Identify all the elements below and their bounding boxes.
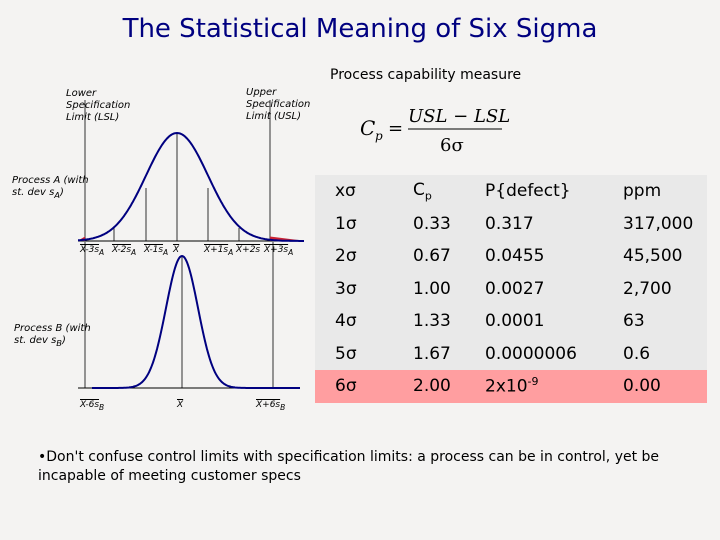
- process-a-label-sub: A: [54, 190, 60, 200]
- process-a-curve: [78, 131, 304, 242]
- header-cell: Cp: [393, 175, 465, 208]
- process-a-label-text: Process A (with st. dev s: [12, 175, 89, 198]
- usl-label: Upper Specification Limit (USL): [246, 87, 311, 122]
- sigma-table: xσ Cp P{defect} ppm 1σ 0.33 0.317 317,00…: [315, 175, 707, 403]
- process-b-label-sub: B: [56, 338, 63, 348]
- process-b-label: Process B (with st. dev sB): [14, 323, 91, 348]
- table-cell: 2,700: [603, 272, 707, 305]
- process-a-tick: X-3sA: [80, 245, 105, 257]
- process-a-tick: X+3sA: [264, 245, 294, 257]
- table-cell: 0.0455: [465, 240, 603, 273]
- table-cell: 0.00: [603, 370, 707, 403]
- cp-formula: C p = USL − LSL 6σ: [360, 106, 510, 156]
- table-cell: 0.0001: [465, 305, 603, 338]
- table-cell: 2x10-9: [465, 370, 603, 403]
- process-b-lines: [84, 242, 274, 388]
- table-cell: 4σ: [315, 305, 393, 338]
- formula-denominator: 6σ: [440, 135, 464, 156]
- process-b-curve: [92, 254, 300, 389]
- process-a-label: Process A (with st. dev sA): [12, 175, 89, 200]
- table-cell: 63: [603, 305, 707, 338]
- table-header-row: xσ Cp P{defect} ppm: [315, 175, 707, 208]
- table-cell: 1.33: [393, 305, 465, 338]
- table-cell: 6σ: [315, 370, 393, 403]
- process-a-tick: X-1sA: [144, 245, 169, 257]
- table-cell: 5σ: [315, 337, 393, 370]
- table-cell: 2.00: [393, 370, 465, 403]
- lsl-label: Lower Specification Limit (LSL): [66, 88, 131, 123]
- table-row: 4σ 1.33 0.0001 63: [315, 305, 707, 338]
- header-cell: P{defect}: [465, 175, 603, 208]
- process-a-tick: X: [173, 245, 180, 255]
- table-cell: 0.0000006: [465, 337, 603, 370]
- table-cell: 1σ: [315, 207, 393, 240]
- process-b-tick: X: [177, 400, 184, 410]
- header-cell: ppm: [603, 175, 707, 208]
- process-b-tick: X+6sB: [256, 400, 286, 412]
- process-a-sigma-lines: [84, 100, 271, 241]
- capability-heading: Process capability measure: [330, 67, 522, 83]
- table-row-highlighted: 6σ 2.00 2x10-9 0.00: [315, 370, 707, 403]
- process-a-tick: X+2s: [236, 245, 261, 255]
- table-row: 5σ 1.67 0.0000006 0.6: [315, 337, 707, 370]
- formula-numerator: USL − LSL: [408, 106, 510, 127]
- process-a-tick: X-2sA: [112, 245, 137, 257]
- formula-lhs: C: [360, 116, 375, 140]
- table-cell: 3σ: [315, 272, 393, 305]
- table-cell: 0.317: [465, 207, 603, 240]
- table-cell: 0.0027: [465, 272, 603, 305]
- page-title: The Statistical Meaning of Six Sigma: [122, 14, 598, 44]
- table-cell: 1.00: [393, 272, 465, 305]
- process-a-tick: X+1sA: [204, 245, 234, 257]
- table-cell: 0.6: [603, 337, 707, 370]
- table-row: 1σ 0.33 0.317 317,000: [315, 207, 707, 240]
- table-cell: 0.33: [393, 207, 465, 240]
- table-cell: 2σ: [315, 240, 393, 273]
- footnote: •Don't confuse control limits with speci…: [38, 449, 660, 484]
- header-cell: xσ: [315, 175, 393, 208]
- table-cell: 45,500: [603, 240, 707, 273]
- table-cell: 0.67: [393, 240, 465, 273]
- table-cell: 1.67: [393, 337, 465, 370]
- formula-eq: =: [388, 118, 403, 139]
- formula-lhs-sub: p: [375, 129, 383, 143]
- table-cell: 317,000: [603, 207, 707, 240]
- process-b-tick: X-6sB: [80, 400, 105, 412]
- process-b-label-text: Process B (with st. dev s: [14, 323, 91, 346]
- table-row: 2σ 0.67 0.0455 45,500: [315, 240, 707, 273]
- table-row: 3σ 1.00 0.0027 2,700: [315, 272, 707, 305]
